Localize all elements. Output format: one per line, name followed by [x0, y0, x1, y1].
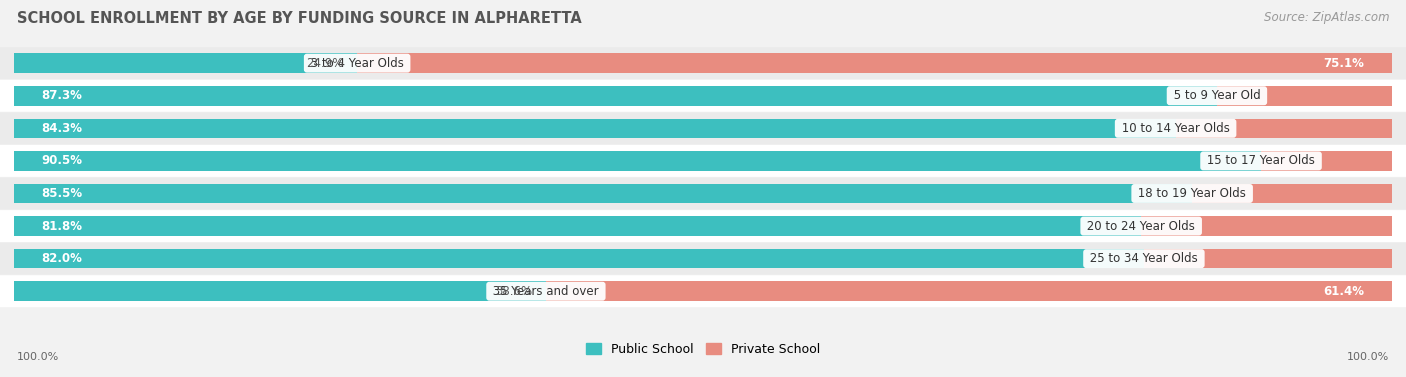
Bar: [14, 54, 357, 73]
FancyBboxPatch shape: [0, 80, 1406, 112]
Text: 10 to 14 Year Olds: 10 to 14 Year Olds: [1118, 122, 1233, 135]
Text: 90.5%: 90.5%: [42, 155, 83, 167]
Text: 100.0%: 100.0%: [17, 352, 59, 362]
FancyBboxPatch shape: [0, 210, 1406, 242]
FancyBboxPatch shape: [0, 112, 1406, 144]
Bar: [14, 216, 1142, 236]
Bar: [1144, 249, 1392, 268]
Bar: [546, 282, 1392, 301]
FancyBboxPatch shape: [0, 47, 1406, 79]
Bar: [14, 151, 1261, 171]
Bar: [14, 249, 1144, 268]
Bar: [1192, 184, 1393, 203]
Text: 3 to 4 Year Olds: 3 to 4 Year Olds: [307, 57, 408, 70]
Text: 35 Years and over: 35 Years and over: [489, 285, 603, 298]
Bar: [14, 184, 1192, 203]
Text: 5 to 9 Year Old: 5 to 9 Year Old: [1170, 89, 1264, 102]
Text: 61.4%: 61.4%: [1323, 285, 1364, 298]
Text: Source: ZipAtlas.com: Source: ZipAtlas.com: [1264, 11, 1389, 24]
FancyBboxPatch shape: [0, 243, 1406, 274]
Text: 18 to 19 Year Olds: 18 to 19 Year Olds: [1135, 187, 1250, 200]
Text: SCHOOL ENROLLMENT BY AGE BY FUNDING SOURCE IN ALPHARETTA: SCHOOL ENROLLMENT BY AGE BY FUNDING SOUR…: [17, 11, 582, 26]
Text: 75.1%: 75.1%: [1323, 57, 1364, 70]
FancyBboxPatch shape: [0, 145, 1406, 177]
FancyBboxPatch shape: [0, 178, 1406, 210]
Bar: [14, 282, 546, 301]
Bar: [1142, 216, 1393, 236]
Bar: [14, 86, 1218, 106]
Text: 15 to 17 Year Olds: 15 to 17 Year Olds: [1204, 155, 1319, 167]
Bar: [14, 118, 1175, 138]
Text: 25 to 34 Year Olds: 25 to 34 Year Olds: [1087, 252, 1202, 265]
Bar: [1218, 86, 1392, 106]
Text: 85.5%: 85.5%: [42, 187, 83, 200]
Text: 87.3%: 87.3%: [42, 89, 83, 102]
Text: 38.6%: 38.6%: [495, 285, 531, 298]
Text: 20 to 24 Year Olds: 20 to 24 Year Olds: [1084, 219, 1199, 233]
Bar: [357, 54, 1392, 73]
Text: 100.0%: 100.0%: [1347, 352, 1389, 362]
Text: 84.3%: 84.3%: [42, 122, 83, 135]
Text: 24.9%: 24.9%: [307, 57, 343, 70]
Text: 81.8%: 81.8%: [42, 219, 83, 233]
FancyBboxPatch shape: [0, 275, 1406, 307]
Bar: [1261, 151, 1392, 171]
Text: 82.0%: 82.0%: [42, 252, 83, 265]
Legend: Public School, Private School: Public School, Private School: [581, 338, 825, 361]
Bar: [1175, 118, 1392, 138]
